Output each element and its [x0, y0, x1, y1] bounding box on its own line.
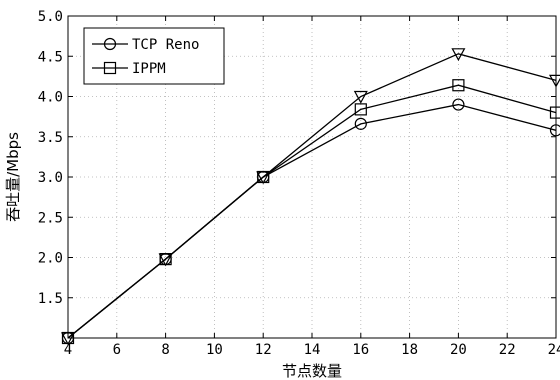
series-3-point — [256, 171, 271, 185]
series-3-point — [548, 74, 560, 88]
series-lines — [60, 48, 560, 346]
x-tick-label: 14 — [304, 342, 321, 358]
y-tick-label: 2.0 — [38, 251, 63, 267]
legend-swatch-marker — [103, 37, 117, 51]
legend-label: TCP Reno — [132, 37, 199, 53]
legend-swatch-marker — [103, 61, 117, 75]
axes: 4 6 8 10 12 14 16 18 20 22 24 5.0 4.5 4.0 3.5 3.0 2.5 2.0… — [38, 9, 560, 358]
series-3-point — [158, 253, 173, 267]
y-tick-label: 4.5 — [38, 49, 63, 65]
series-3-point — [451, 48, 466, 62]
legend-label: IPPM — [132, 61, 166, 77]
x-tick-label: 4 — [64, 342, 72, 358]
y-tick-label: 5.0 — [38, 9, 63, 25]
y-tick-label: 3.0 — [38, 170, 63, 186]
legend-box — [83, 27, 225, 85]
series-2-point — [452, 79, 465, 92]
x-tick-label: 10 — [206, 342, 223, 358]
series-2 — [61, 79, 560, 345]
x-tick-label: 6 — [113, 342, 121, 358]
legend: TCP Reno IPPM — [83, 27, 225, 85]
x-tick-label: 20 — [450, 342, 467, 358]
x-tick-label: 12 — [255, 342, 272, 358]
series-2-point — [549, 106, 560, 119]
series-3-point — [353, 90, 368, 104]
series-2-point — [354, 103, 367, 116]
series-1-point — [549, 124, 560, 137]
series-3-point — [60, 332, 76, 346]
y-tick-label: 2.5 — [38, 210, 63, 226]
series-3 — [60, 48, 560, 346]
x-tick-label: 16 — [352, 342, 369, 358]
series-1-point — [452, 98, 465, 111]
series-1 — [61, 98, 560, 345]
series-1-line — [67, 103, 557, 339]
y-axis-title: 吞吐量/Mbps — [4, 132, 22, 222]
x-axis-title: 节点数量 — [282, 362, 342, 380]
series-3-line — [67, 53, 557, 339]
x-tick-label: 8 — [161, 342, 169, 358]
x-tick-label: 22 — [499, 342, 516, 358]
y-tick-label: 3.5 — [38, 130, 63, 146]
x-tick-label: 18 — [401, 342, 418, 358]
y-tick-label: 4.0 — [38, 90, 63, 106]
series-1-point — [354, 117, 367, 130]
x-tick-label: 24 — [548, 342, 560, 358]
y-tick-label: 1.5 — [38, 291, 63, 307]
